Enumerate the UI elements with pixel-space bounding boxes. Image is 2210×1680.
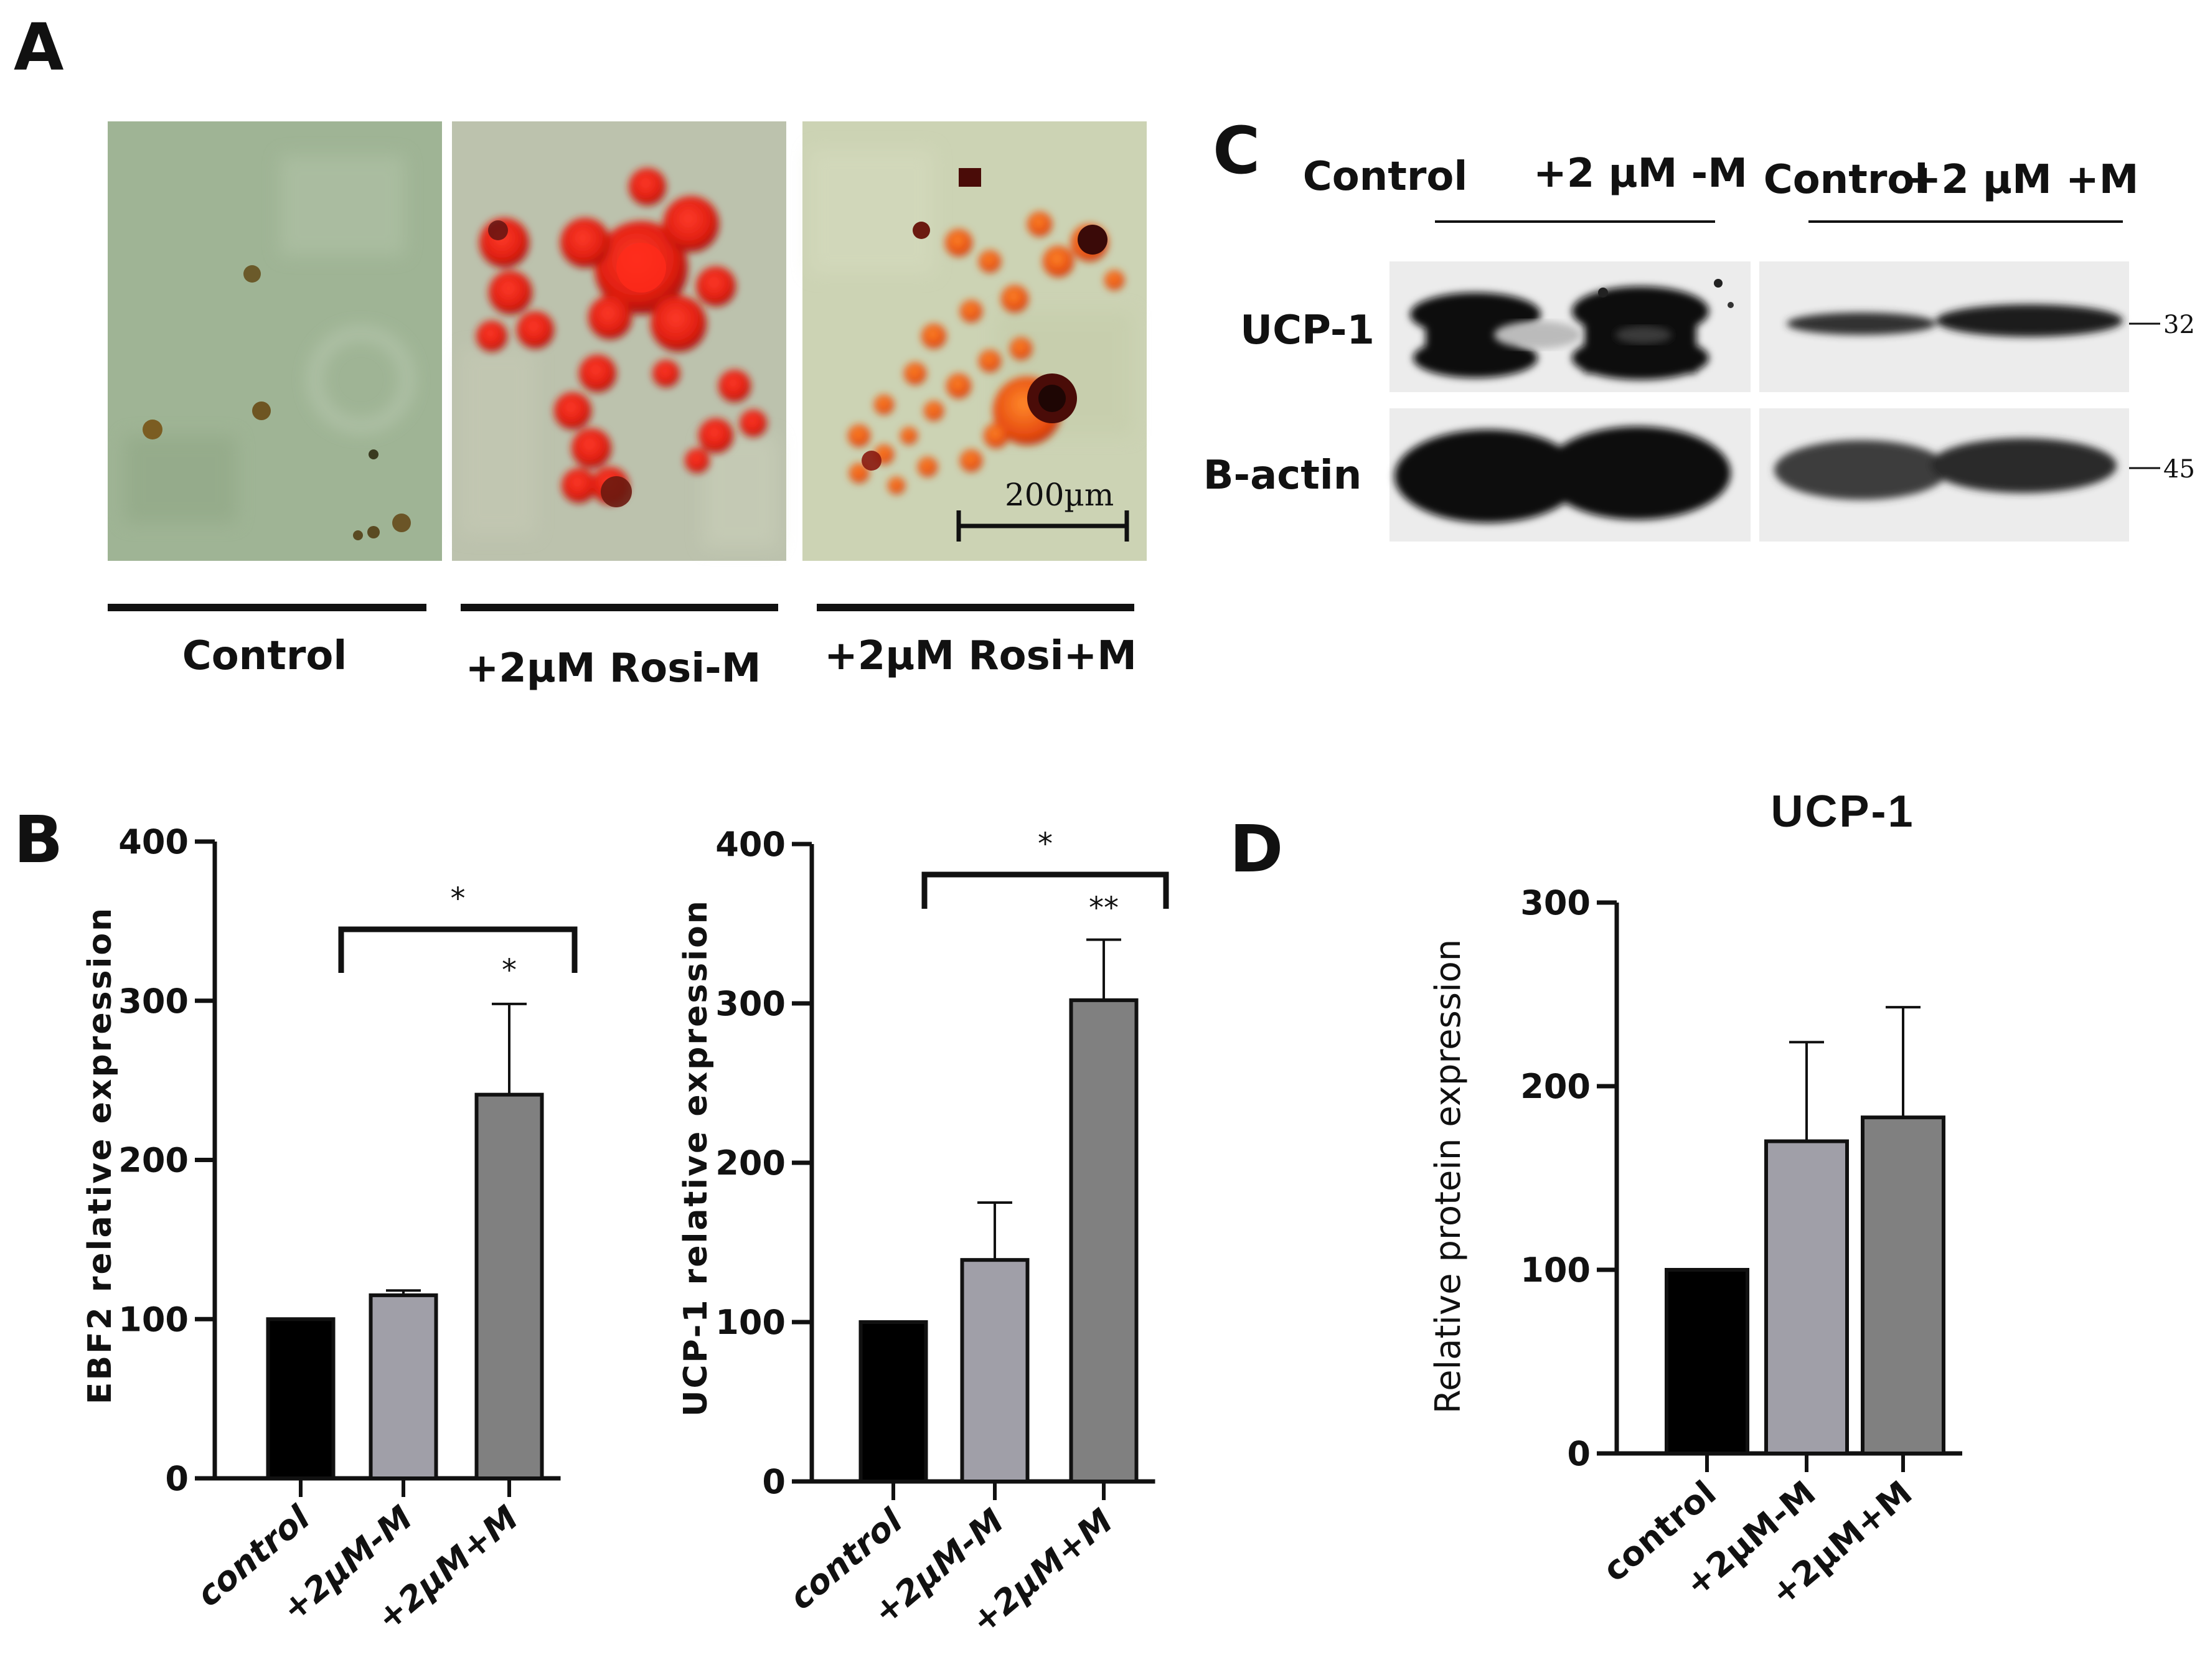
- bar-minus-m: [1764, 1139, 1849, 1455]
- significance-bar-label: **: [1089, 891, 1119, 926]
- caption-rosi-minus-m: +2µM Rosi-M: [466, 645, 761, 692]
- bar-plus-m: [474, 1092, 544, 1480]
- y-axis-label: EBF2 relative expression: [82, 906, 119, 1404]
- y-tick-label: 200: [118, 1141, 189, 1180]
- panel-label-c: C: [1213, 113, 1260, 189]
- y-axis-label: Relative protein expression: [1428, 939, 1469, 1414]
- bar-minus-m: [960, 1258, 1030, 1484]
- y-tick-label: 400: [715, 825, 786, 864]
- lane-label-plus-m: +2 µM +M: [1908, 157, 2139, 203]
- y-tick-label: 300: [118, 982, 189, 1021]
- marker-45: 45: [2163, 455, 2195, 484]
- y-tick-label: 400: [118, 822, 189, 861]
- micrograph-rosi-minus-m: [452, 121, 786, 561]
- y-tick-label: 100: [118, 1300, 189, 1339]
- y-tick-label: 200: [1520, 1067, 1591, 1106]
- panel-label-a: A: [14, 9, 64, 85]
- bar-control: [1665, 1268, 1749, 1455]
- caption-control: Control: [182, 633, 347, 679]
- bar-control: [858, 1320, 928, 1483]
- significance-bracket-label: *: [1038, 827, 1053, 861]
- y-tick-label: 0: [165, 1459, 189, 1498]
- row-label-b-actin: B-actin: [1203, 453, 1362, 499]
- panel-label-b: B: [14, 802, 63, 878]
- row-label-ucp1: UCP-1: [1240, 307, 1375, 354]
- scale-bar: [956, 510, 1129, 542]
- bar-plus-m: [1069, 998, 1139, 1483]
- significance-bracket: [338, 926, 578, 973]
- bar-minus-m: [369, 1293, 438, 1480]
- caption-rosi-plus-m: +2µM Rosi+M: [824, 633, 1137, 679]
- y-tick-label: 0: [1567, 1434, 1591, 1473]
- bar-plus-m: [1861, 1115, 1945, 1455]
- y-tick-label: 300: [715, 984, 786, 1023]
- y-tick-label: 100: [1520, 1251, 1591, 1290]
- significance-bar-label: *: [502, 953, 517, 988]
- lane-label-control-2: Control: [1764, 157, 1929, 203]
- y-tick-label: 300: [1520, 883, 1591, 922]
- significance-bracket-label: *: [451, 881, 466, 916]
- chart-title: UCP-1: [1770, 787, 1914, 837]
- scale-bar-label: 200µm: [1005, 477, 1114, 513]
- micrograph-rosi-plus-m: 200µm: [802, 121, 1147, 561]
- micrograph-underlines: [108, 604, 1134, 611]
- marker-32: 32: [2163, 311, 2195, 339]
- bar-control: [266, 1317, 336, 1480]
- lane-label-minus-m: +2 µM -M: [1533, 151, 1747, 197]
- chart-ucp1-protein: UCP-1 0 100 200 300 Relative protein expressi…: [1428, 787, 1962, 1613]
- lane-label-control-1: Control: [1303, 154, 1468, 200]
- y-tick-label: 200: [715, 1143, 786, 1183]
- y-tick-label: 100: [715, 1303, 786, 1342]
- western-blot-image: [1389, 261, 2129, 542]
- y-axis-label: UCP-1 relative expression: [677, 899, 715, 1417]
- panel-label-d: D: [1230, 811, 1283, 887]
- significance-bracket: [921, 871, 1169, 909]
- y-tick-label: 0: [762, 1462, 786, 1501]
- micrograph-control: [108, 121, 442, 561]
